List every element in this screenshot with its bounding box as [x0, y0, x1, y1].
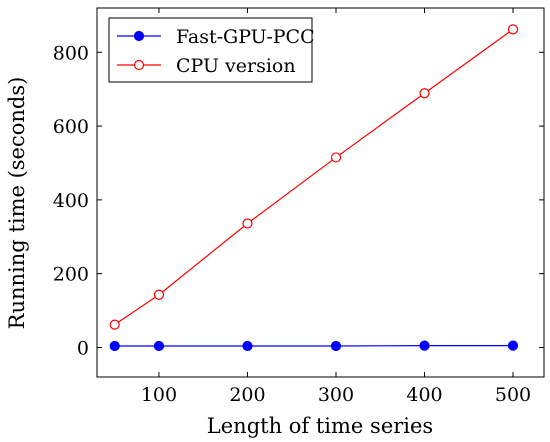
x-tick-label: 200 [229, 384, 265, 406]
data-point [109, 340, 120, 352]
legend-label-2: CPU version [176, 55, 296, 77]
legend-label-1: Fast-GPU-PCC [176, 26, 315, 48]
data-point [330, 340, 342, 352]
data-point [419, 340, 430, 351]
data-point [242, 218, 253, 229]
series-line-2 [114, 28, 514, 326]
y-tick-label: 400 [53, 190, 89, 212]
legend-box [108, 17, 313, 83]
legend: Fast-GPU-PCC CPU version [108, 17, 315, 83]
y-tick-label: 800 [53, 42, 89, 64]
legend-marker-1 [133, 30, 145, 42]
data-point [419, 88, 430, 99]
data-point [507, 340, 519, 351]
x-tick-label: 500 [495, 384, 531, 406]
y-tick-label: 0 [77, 337, 89, 359]
y-tick-label: 200 [53, 264, 89, 286]
x-tick-label: 100 [141, 384, 177, 406]
data-point [242, 340, 253, 352]
y-tick-label: 600 [53, 116, 89, 138]
y-axis-label: Running time (seconds) [5, 77, 29, 330]
data-point [109, 319, 120, 330]
x-tick-label: 400 [406, 384, 442, 406]
x-axis-label: Length of time series [207, 414, 433, 438]
data-point [153, 340, 165, 352]
data-point [153, 289, 165, 300]
data-point [507, 24, 519, 35]
plot-area-frame [96, 7, 545, 378]
x-tick-label: 300 [318, 384, 354, 406]
legend-marker-2 [133, 59, 145, 71]
data-point [330, 152, 342, 163]
